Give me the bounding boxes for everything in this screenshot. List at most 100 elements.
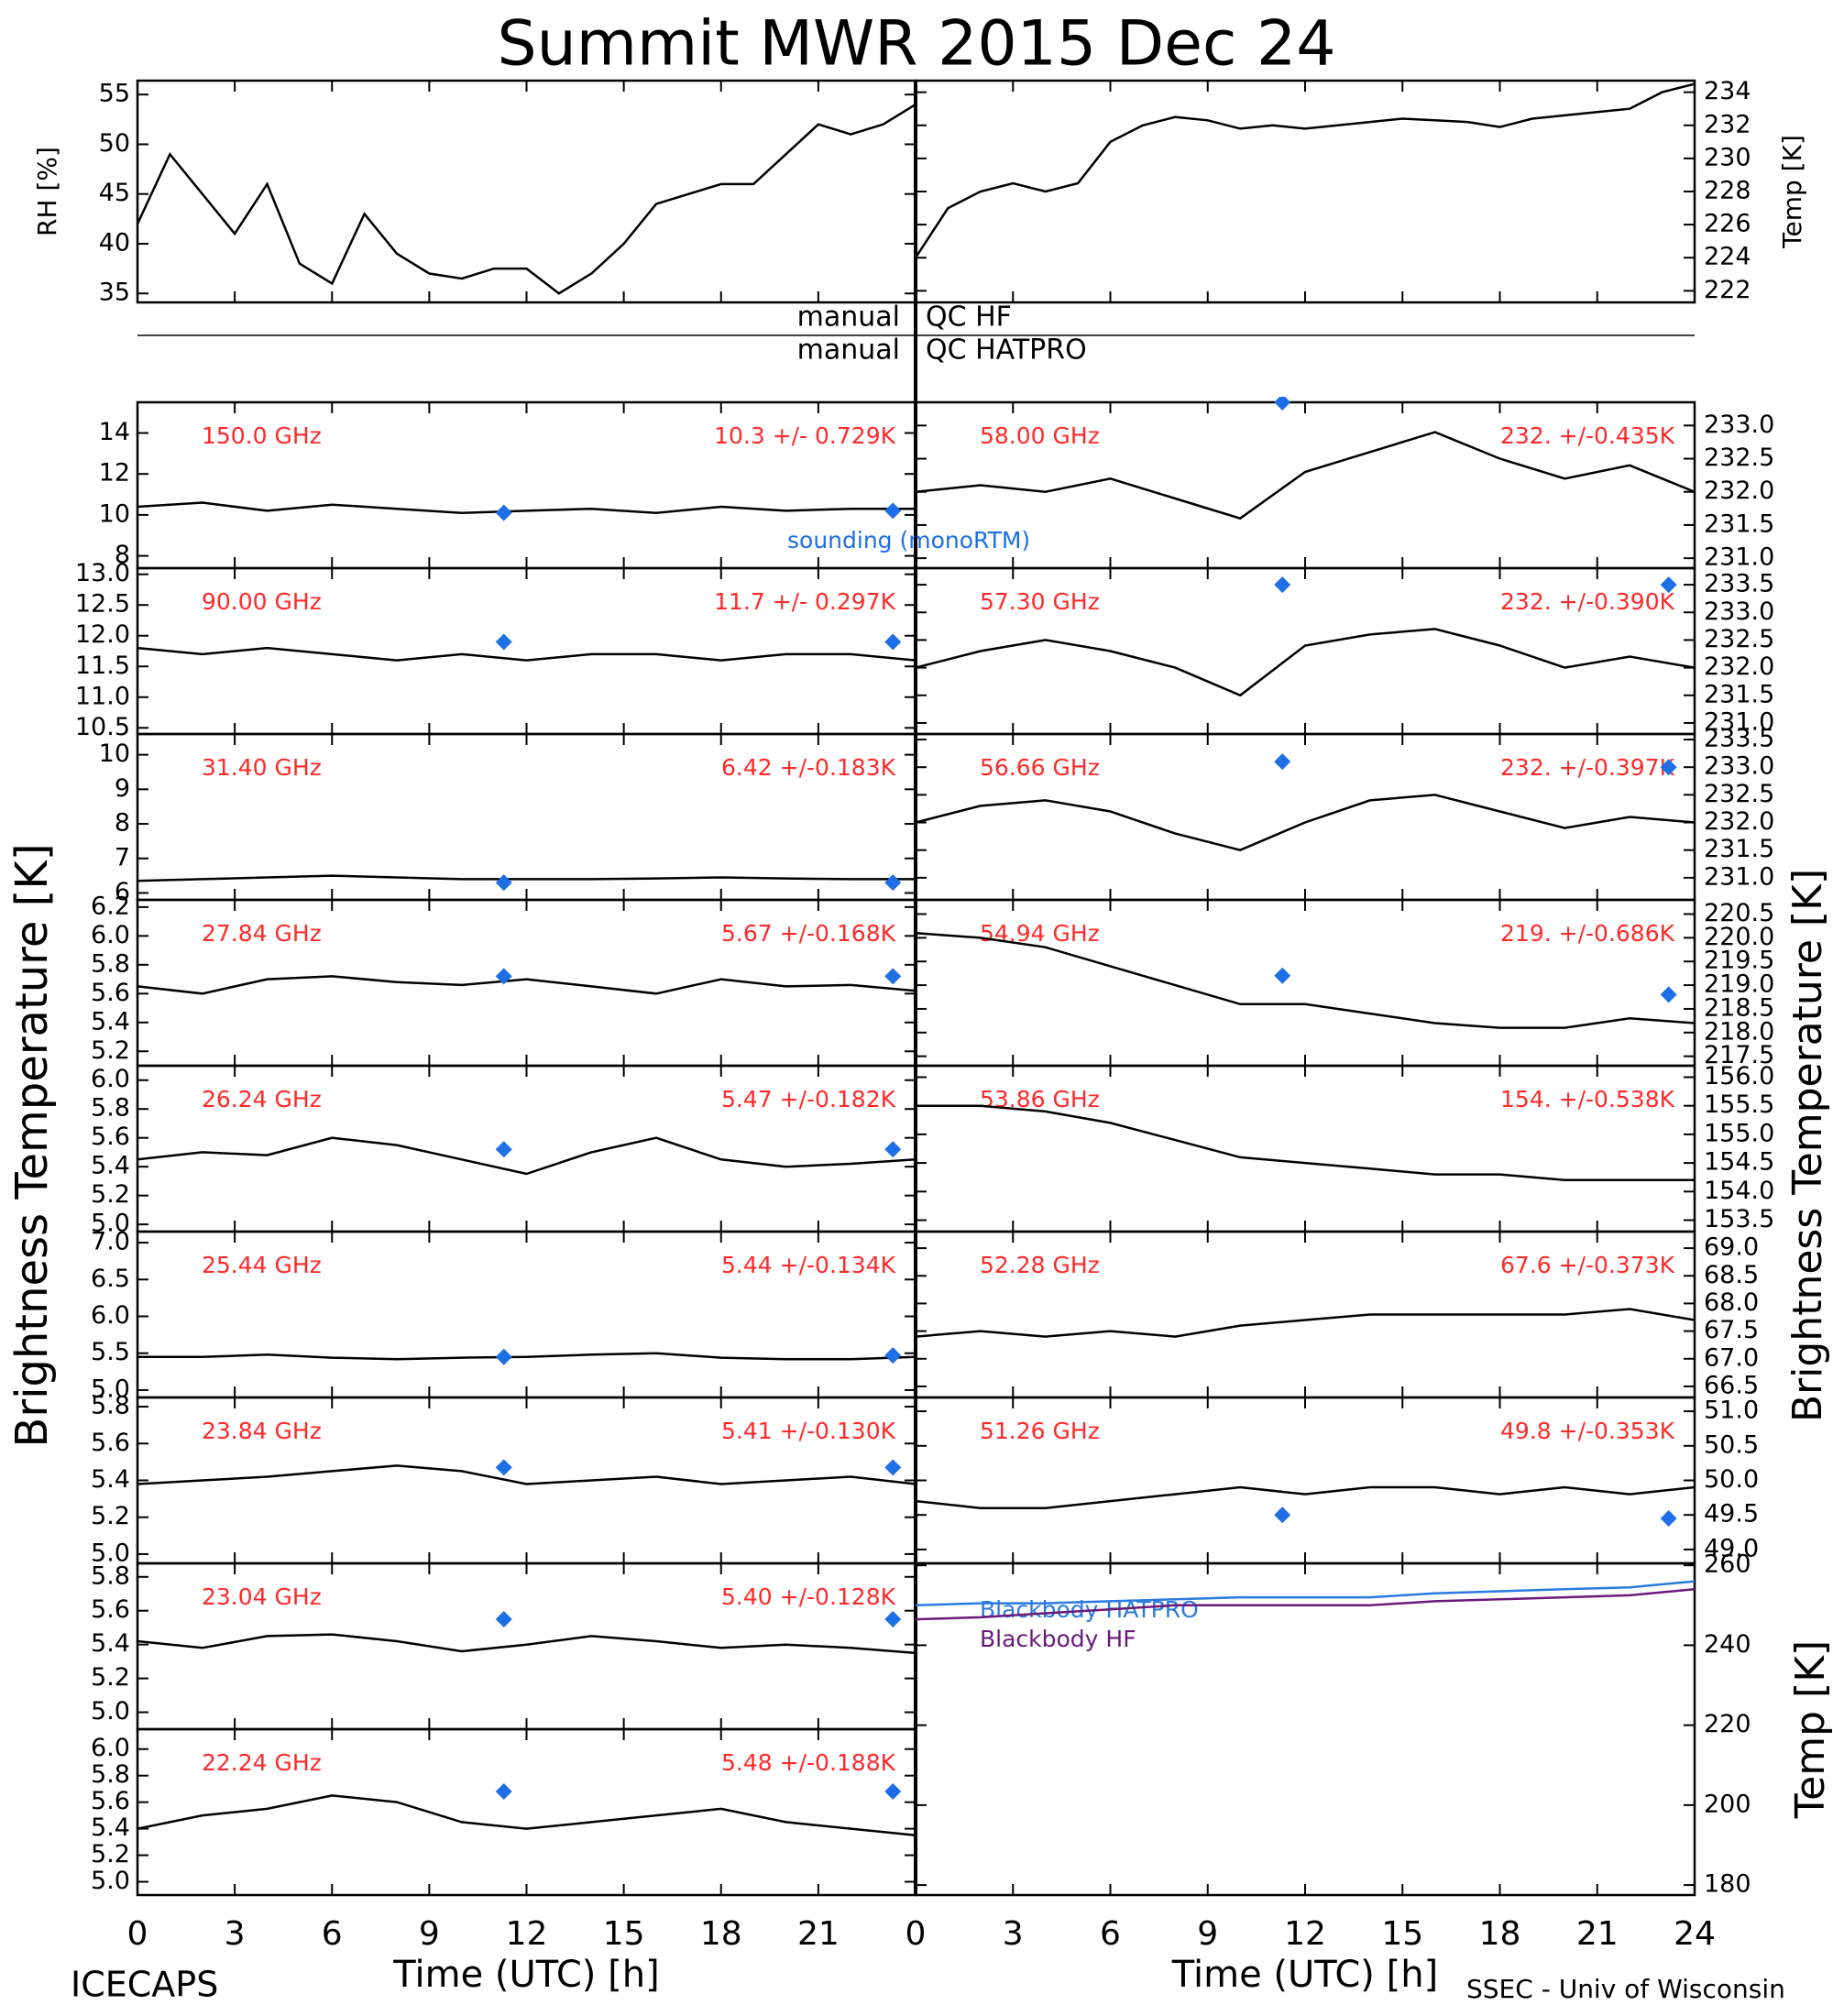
- y-axis-title: RH [%]: [32, 147, 62, 236]
- data-line: [916, 931, 1695, 1029]
- y-tick-label: 5.8: [91, 1760, 130, 1789]
- title: Summit MWR 2015 Dec 24: [497, 8, 1335, 81]
- x-tick-label: 3: [1003, 1915, 1024, 1953]
- sounding-marker: [1660, 576, 1677, 594]
- y-tick-label: 226: [1704, 210, 1751, 238]
- x-tick-label: 21: [797, 1915, 840, 1953]
- y-tick-label: 10.5: [75, 713, 130, 741]
- y-tick-label: 5.6: [91, 1429, 130, 1457]
- y-tick-label: 224: [1704, 243, 1751, 271]
- y-tick-label: 9: [115, 774, 130, 803]
- y-tick-label: 40: [99, 228, 130, 257]
- y-tick-label: 5.4: [91, 1629, 130, 1658]
- sounding-marker: [1274, 753, 1291, 771]
- y-tick-label: 8: [115, 541, 130, 569]
- x-tick-label: 0: [906, 1915, 927, 1953]
- y-axis-title: Temp [K]: [1777, 135, 1807, 249]
- channel-label: 22.24 GHz: [202, 1749, 322, 1776]
- channel-label: 23.04 GHz: [202, 1583, 322, 1610]
- data-line: [137, 646, 916, 662]
- sounding-marker: [495, 1783, 512, 1801]
- channel-stats: 11.7 +/- 0.297K: [714, 588, 896, 615]
- y-tick-label: 232.5: [1704, 625, 1774, 653]
- y-tick-label: 233.0: [1704, 752, 1774, 781]
- x-tick-label: 6: [1100, 1915, 1121, 1953]
- y-tick-label: 49.0: [1704, 1534, 1759, 1562]
- y-tick-label: 5.2: [91, 1840, 130, 1868]
- y-tick-label: 68.0: [1704, 1288, 1759, 1317]
- y-tick-label: 233.0: [1704, 411, 1774, 439]
- sounding-marker: [495, 1459, 512, 1476]
- y-tick-label: 6.2: [91, 892, 130, 920]
- y-tick-label: 49.5: [1704, 1500, 1759, 1528]
- y-tick-label: 50: [99, 129, 130, 158]
- y-tick-label: 233.5: [1704, 725, 1774, 753]
- y-tick-label: 5.4: [91, 1813, 130, 1842]
- x-tick-label: 21: [1576, 1915, 1619, 1953]
- y-tick-label: 5.0: [91, 1697, 130, 1726]
- y-tick-label: 69.0: [1704, 1233, 1759, 1262]
- channel-stats: 67.6 +/-0.373K: [1500, 1252, 1675, 1278]
- sounding-marker: [495, 1141, 512, 1158]
- x-axis-title: Time (UTC) [h]: [1171, 1954, 1438, 1996]
- channel-stats: 219. +/-0.686K: [1500, 920, 1675, 947]
- y-tick-label: 260: [1704, 1550, 1751, 1579]
- y-tick-label: 200: [1704, 1790, 1751, 1818]
- data-line: [137, 1794, 916, 1837]
- channel-label: 26.24 GHz: [202, 1086, 322, 1112]
- y-tick-label: 231.5: [1704, 680, 1774, 708]
- x-tick-label: 15: [1381, 1915, 1423, 1953]
- y-tick-label: 232.0: [1704, 652, 1774, 681]
- y-axis-title: Temp [K]: [1787, 1640, 1833, 1819]
- sounding-marker: [1660, 759, 1677, 776]
- sounding-marker: [1274, 967, 1291, 984]
- sounding-marker: [884, 1610, 902, 1627]
- channel-stats: 232. +/-0.390K: [1500, 588, 1675, 615]
- y-tick-label: 218.0: [1704, 1017, 1774, 1046]
- footer: SSEC - Univ of Wisconsin: [1466, 1974, 1785, 2004]
- y-tick-label: 11.5: [75, 652, 130, 680]
- y-tick-label: 232: [1704, 110, 1751, 138]
- y-tick-label: 219.5: [1704, 947, 1774, 975]
- y-tick-label: 6.0: [91, 921, 130, 949]
- y-tick-label: 5.6: [91, 1595, 130, 1624]
- x-tick-label: 12: [1284, 1915, 1326, 1953]
- y-tick-label: 14: [99, 418, 130, 446]
- sounding-marker: [1274, 397, 1291, 411]
- y-tick-label: 231.5: [1704, 509, 1774, 538]
- y-axis-title: Brightness Temperature [K]: [6, 843, 58, 1447]
- channel-stats: 5.48 +/-0.188K: [721, 1749, 896, 1776]
- channel-stats: 5.67 +/-0.168K: [721, 920, 896, 947]
- qc-label: manual: [797, 301, 900, 334]
- data-line: [137, 501, 916, 514]
- y-tick-label: 220: [1704, 1710, 1751, 1738]
- channel-stats: 232. +/-0.435K: [1500, 422, 1675, 449]
- x-tick-label: 9: [419, 1915, 440, 1953]
- sounding-marker: [884, 633, 902, 651]
- channel-label: 25.44 GHz: [202, 1252, 322, 1278]
- y-tick-label: 10: [99, 740, 130, 768]
- channel-label: 56.66 GHz: [980, 754, 1100, 781]
- channel-stats: 5.47 +/-0.182K: [721, 1086, 896, 1112]
- qc-label: manual: [797, 334, 900, 367]
- y-tick-label: 11.0: [75, 682, 130, 710]
- data-line: [137, 874, 916, 882]
- x-tick-label: 9: [1197, 1915, 1218, 1953]
- y-tick-label: 231.0: [1704, 543, 1774, 572]
- y-tick-label: 231.5: [1704, 835, 1774, 863]
- y-tick-label: 5.0: [91, 1375, 130, 1403]
- qc-name: QC HATPRO: [926, 334, 1087, 367]
- y-tick-label: 6.5: [91, 1265, 130, 1293]
- sounding-marker: [884, 1783, 902, 1801]
- sounding-marker: [495, 633, 512, 651]
- y-tick-label: 6: [115, 878, 130, 906]
- data-line: [916, 431, 1695, 520]
- y-tick-label: 234: [1704, 77, 1751, 105]
- y-tick-label: 6.0: [91, 1065, 130, 1093]
- y-tick-label: 231.0: [1704, 862, 1774, 891]
- y-tick-label: 5.2: [91, 1036, 130, 1065]
- channel-label: 31.40 GHz: [202, 754, 322, 781]
- sounding-marker: [495, 1610, 512, 1627]
- y-tick-label: 5.8: [91, 1561, 130, 1590]
